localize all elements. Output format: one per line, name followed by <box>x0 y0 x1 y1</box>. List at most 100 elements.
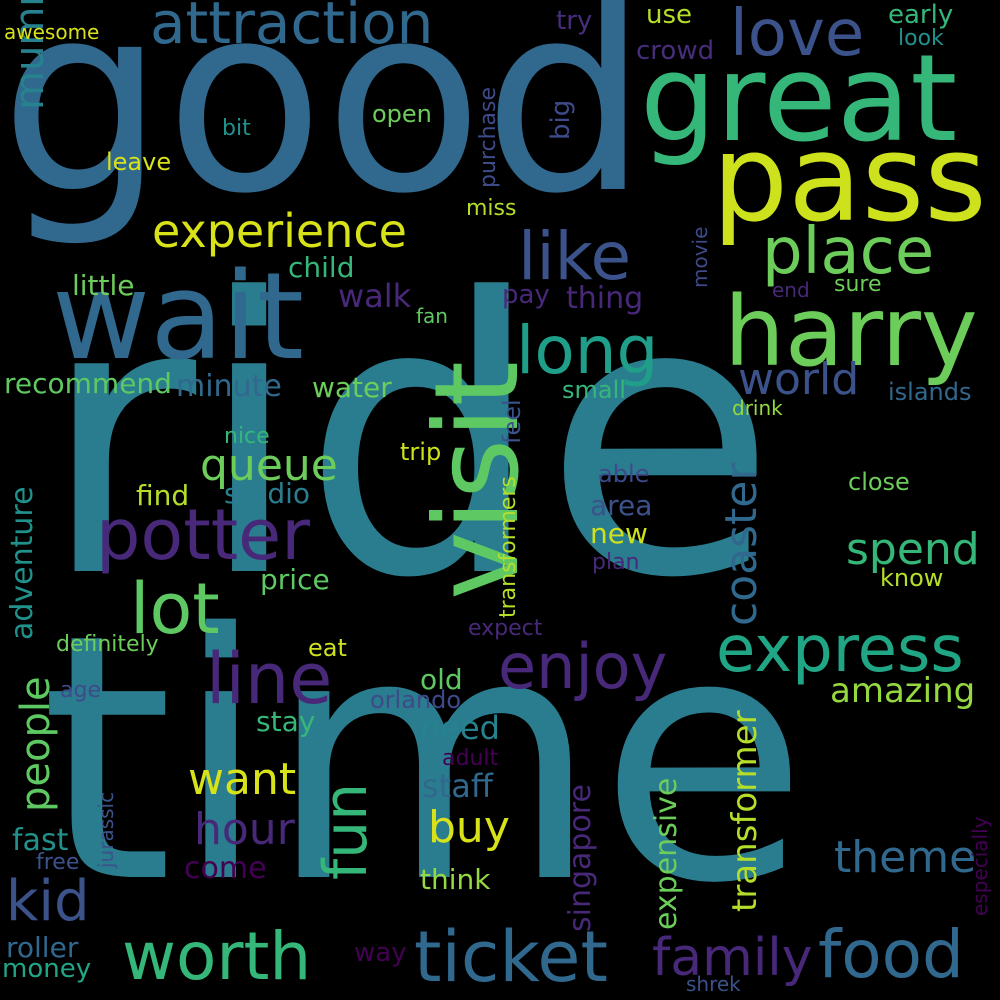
word-worth: worth <box>122 918 312 995</box>
word-studio: studio <box>224 477 310 510</box>
word-line: line <box>206 638 333 720</box>
word-open: open <box>372 100 432 128</box>
word-money: money <box>2 954 92 984</box>
word-enjoy: enjoy <box>498 630 668 703</box>
word-walk: walk <box>338 277 412 315</box>
word-big: big <box>546 99 576 140</box>
word-recommend: recommend <box>4 367 172 400</box>
word-trip: trip <box>400 438 442 466</box>
word-orlando: orlando <box>370 686 462 714</box>
word-small: small <box>562 376 626 404</box>
word-roller: roller <box>6 931 79 964</box>
word-end: end <box>772 278 810 302</box>
word-singapore: singapore <box>563 784 598 932</box>
word-long: long <box>516 312 659 389</box>
word-mummy: mummy <box>7 0 53 110</box>
word-want: want <box>188 754 297 805</box>
word-stay: stay <box>256 705 316 738</box>
word-pass: pass <box>712 110 987 249</box>
word-wait: wait <box>52 248 305 387</box>
word-come: come <box>184 851 267 886</box>
word-family: family <box>652 928 813 988</box>
word-express: express <box>716 613 964 687</box>
word-place: place <box>762 215 935 289</box>
word-child: child <box>288 251 355 284</box>
word-love: love <box>730 0 865 71</box>
word-harry: harry <box>724 276 978 388</box>
word-world: world <box>738 354 860 405</box>
word-fun: fun <box>311 782 381 880</box>
word-fast: fast <box>12 823 69 858</box>
word-attraction: attraction <box>150 0 434 57</box>
word-ride: ride <box>40 218 777 661</box>
word-hour: hour <box>194 804 295 855</box>
word-staff: staff <box>422 767 493 805</box>
word-little: little <box>72 269 135 302</box>
word-transformer: transformer <box>725 710 765 912</box>
word-expensive: expensive <box>649 777 684 930</box>
word-experience: experience <box>152 204 407 258</box>
word-movie: movie <box>688 226 712 288</box>
word-especially: especially <box>968 816 992 916</box>
word-great: great <box>640 30 958 169</box>
word-awesome: awesome <box>4 20 100 44</box>
word-transformers: transformers <box>496 476 521 618</box>
word-buy: buy <box>428 802 510 853</box>
word-queue: queue <box>200 440 338 491</box>
word-new: new <box>590 517 648 550</box>
word-try: try <box>556 6 593 36</box>
word-potter: potter <box>96 494 310 576</box>
word-fan: fan <box>416 304 448 328</box>
word-thing: thing <box>566 281 644 316</box>
word-minute: minute <box>176 369 282 404</box>
word-theme: theme <box>834 832 977 883</box>
word-drink: drink <box>732 396 783 420</box>
word-definitely: definitely <box>56 632 159 657</box>
word-early: early <box>888 0 954 30</box>
word-price: price <box>260 563 330 596</box>
word-adult: adult <box>442 746 499 771</box>
word-spend: spend <box>846 524 980 575</box>
word-free: free <box>36 850 80 875</box>
word-adventure: adventure <box>5 486 40 640</box>
word-miss: miss <box>466 196 517 221</box>
word-old: old <box>420 663 463 696</box>
word-way: way <box>354 938 407 968</box>
word-like: like <box>518 218 632 295</box>
word-time: time <box>40 562 809 958</box>
word-leave: leave <box>106 148 172 176</box>
word-nice: nice <box>224 424 270 449</box>
word-people: people <box>13 676 59 812</box>
word-eat: eat <box>308 634 347 662</box>
word-jurassic: jurassic <box>94 791 118 868</box>
word-think: think <box>420 863 491 896</box>
word-shrek: shrek <box>686 972 741 996</box>
word-feel: feel <box>498 399 526 444</box>
word-coaster: coaster <box>716 462 767 626</box>
word-crowd: crowd <box>636 36 715 66</box>
word-bit: bit <box>222 116 251 141</box>
word-plan: plan <box>592 550 640 575</box>
word-kid: kid <box>6 869 90 934</box>
word-pay: pay <box>502 280 550 310</box>
word-able: able <box>598 460 650 488</box>
word-sure: sure <box>834 272 882 297</box>
word-close: close <box>848 468 910 496</box>
word-islands: islands <box>888 378 972 406</box>
word-purchase: purchase <box>476 87 501 188</box>
word-find: find <box>136 479 190 512</box>
word-ticket: ticket <box>414 916 608 998</box>
word-need: need <box>420 709 500 747</box>
word-food: food <box>818 916 964 993</box>
word-lot: lot <box>130 568 220 650</box>
word-know: know <box>880 564 944 592</box>
word-amazing: amazing <box>830 671 976 711</box>
word-water: water <box>312 371 392 404</box>
word-expect: expect <box>468 616 543 641</box>
word-good: good <box>0 0 649 251</box>
word-area: area <box>590 489 653 522</box>
word-age: age <box>60 678 101 703</box>
word-look: look <box>898 26 944 51</box>
word-use: use <box>646 0 693 30</box>
